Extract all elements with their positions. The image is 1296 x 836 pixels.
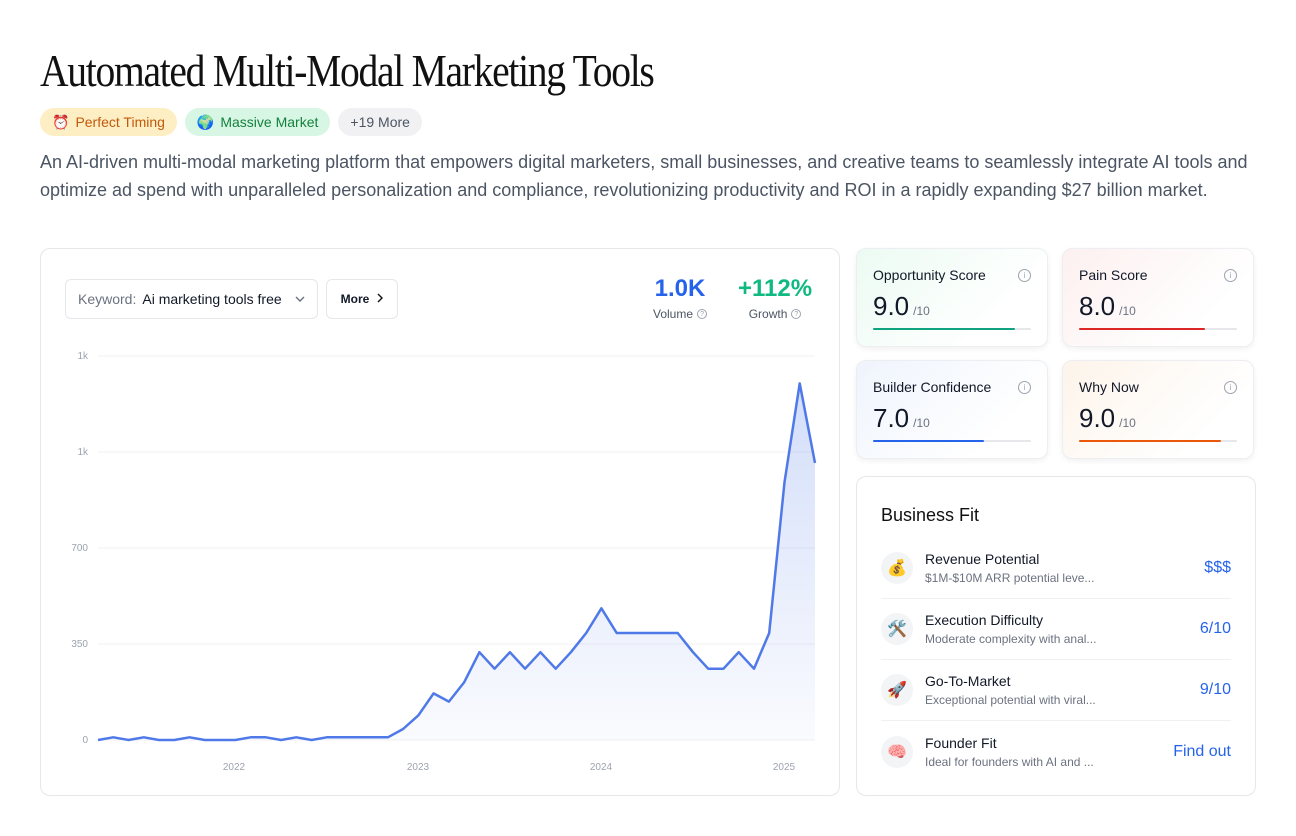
row-value: 6/10 [1199,620,1231,637]
row-subtitle: $1M-$10M ARR potential leve... [925,571,1095,585]
row-subtitle: Exceptional potential with viral... [925,693,1096,707]
y-tick-label: 700 [71,543,88,554]
keyword-label: Keyword: [78,291,137,307]
score-value: 8.0 [1079,291,1116,321]
x-tick-label: 2024 [590,762,613,773]
find-out-link[interactable]: Find out [1173,742,1231,760]
row-title: Founder Fit [925,734,997,751]
help-icon[interactable]: ? [697,309,708,319]
business-fit-title: Business Fit [881,505,980,525]
badge-more[interactable]: +19 More [338,108,422,136]
info-icon[interactable]: i [1018,269,1031,282]
keyword-value: Ai marketing tools free [142,291,282,307]
growth-label: Growth [748,307,788,321]
score-value: 9.0 [873,291,910,321]
chart-line [97,382,817,742]
score-title: Why Now [1079,379,1139,395]
row-title: Go-To-Market [925,673,1011,689]
score-suffix: /10 [1119,416,1136,430]
business-fit-card: Business Fit 💰 Revenue Potential $1M-$10M… [856,476,1256,796]
help-icon[interactable]: ? [791,309,802,319]
info-icon[interactable]: i [1224,269,1237,282]
row-subtitle: Ideal for founders with AI and ... [925,754,1094,769]
badge-perfect-timing[interactable]: ⏰ Perfect Timing [40,108,177,136]
x-tick-label: 2023 [407,762,430,773]
execution-difficulty-row[interactable]: 🛠️ Execution Difficulty Moderate complexi… [881,599,1231,660]
row-value: $$$ [1204,559,1231,576]
growth-value: +112% [738,275,813,302]
chevron-right-icon [377,292,384,306]
y-tick-label: 0 [82,735,88,746]
tag-list: ⏰ Perfect Timing 🌍 Massive Market +19 Mo… [40,108,422,136]
score-bar [1079,440,1237,442]
row-value: 9/10 [1199,681,1231,698]
score-bar-fill [873,440,984,442]
row-title: Execution Difficulty [925,612,1044,628]
score-suffix: /10 [913,304,930,318]
brain-icon: 🧠 [881,735,913,768]
score-suffix: /10 [913,416,930,430]
score-title: Pain Score [1079,267,1148,283]
trend-chart: 1k 1k 700 350 0 2022 2023 2024 2025 [71,351,817,773]
trend-chart-card: Keyword: Ai marketing tools free More 1.… [40,248,840,796]
score-bar [873,440,1031,442]
score-value: 7.0 [873,403,910,433]
pain-score-card[interactable]: Pain Score 8.0/10 i [1062,248,1254,347]
globe-icon: 🌍 [196,113,215,130]
volume-label: Volume [653,307,694,321]
description: An AI-driven multi-modal marketing platf… [40,152,1248,200]
score-value: 9.0 [1079,403,1116,433]
founder-fit-row[interactable]: 🧠 Founder Fit Ideal for founders with AI … [881,721,1231,782]
badge-label: Massive Market [220,114,319,130]
score-bar-fill [1079,440,1222,442]
growth-stat: +112% Growth? [738,275,812,321]
chart-area [98,383,815,740]
keyword-select[interactable]: Keyword: Ai marketing tools free [65,279,318,319]
alarm-clock-icon: ⏰ [52,113,70,130]
score-bar [1079,328,1237,330]
why-now-card[interactable]: Why Now 9.0/10 i [1062,360,1254,459]
row-subtitle: Moderate complexity with anal... [925,632,1097,646]
y-tick-label: 1k [77,447,89,458]
y-tick-label: 350 [71,639,88,650]
badge-label: +19 More [350,114,410,130]
badge-label: Perfect Timing [75,114,165,130]
x-tick-label: 2022 [223,762,246,773]
go-to-market-row[interactable]: 🚀 Go-To-Market Exceptional potential with… [881,660,1231,721]
info-icon[interactable]: i [1224,381,1237,394]
page-title: Automated Multi-Modal Marketing Tools [40,45,655,96]
money-bag-icon: 💰 [881,552,913,584]
volume-stat: 1.0K Volume? [653,275,708,321]
score-title: Builder Confidence [873,379,992,395]
row-title: Revenue Potential [925,551,1040,567]
more-button-label: More [340,292,370,306]
more-button[interactable]: More [326,279,398,319]
tools-icon: 🛠️ [881,613,913,645]
score-suffix: /10 [1119,304,1136,318]
score-bar-fill [873,328,1016,330]
score-bar [873,328,1031,330]
chevron-down-icon [295,293,305,305]
y-tick-label: 1k [77,351,89,362]
opportunity-score-card[interactable]: Opportunity Score 9.0/10 i [856,248,1048,347]
revenue-potential-row[interactable]: 💰 Revenue Potential $1M-$10M ARR potentia… [881,538,1231,599]
volume-value: 1.0K [654,275,706,302]
x-tick-label: 2025 [773,762,796,773]
rocket-icon: 🚀 [881,674,913,706]
info-icon[interactable]: i [1018,381,1031,394]
score-title: Opportunity Score [873,267,986,283]
badge-massive-market[interactable]: 🌍 Massive Market [184,108,331,136]
builder-confidence-card[interactable]: Builder Confidence 7.0/10 i [856,360,1048,459]
score-bar-fill [1079,328,1206,330]
